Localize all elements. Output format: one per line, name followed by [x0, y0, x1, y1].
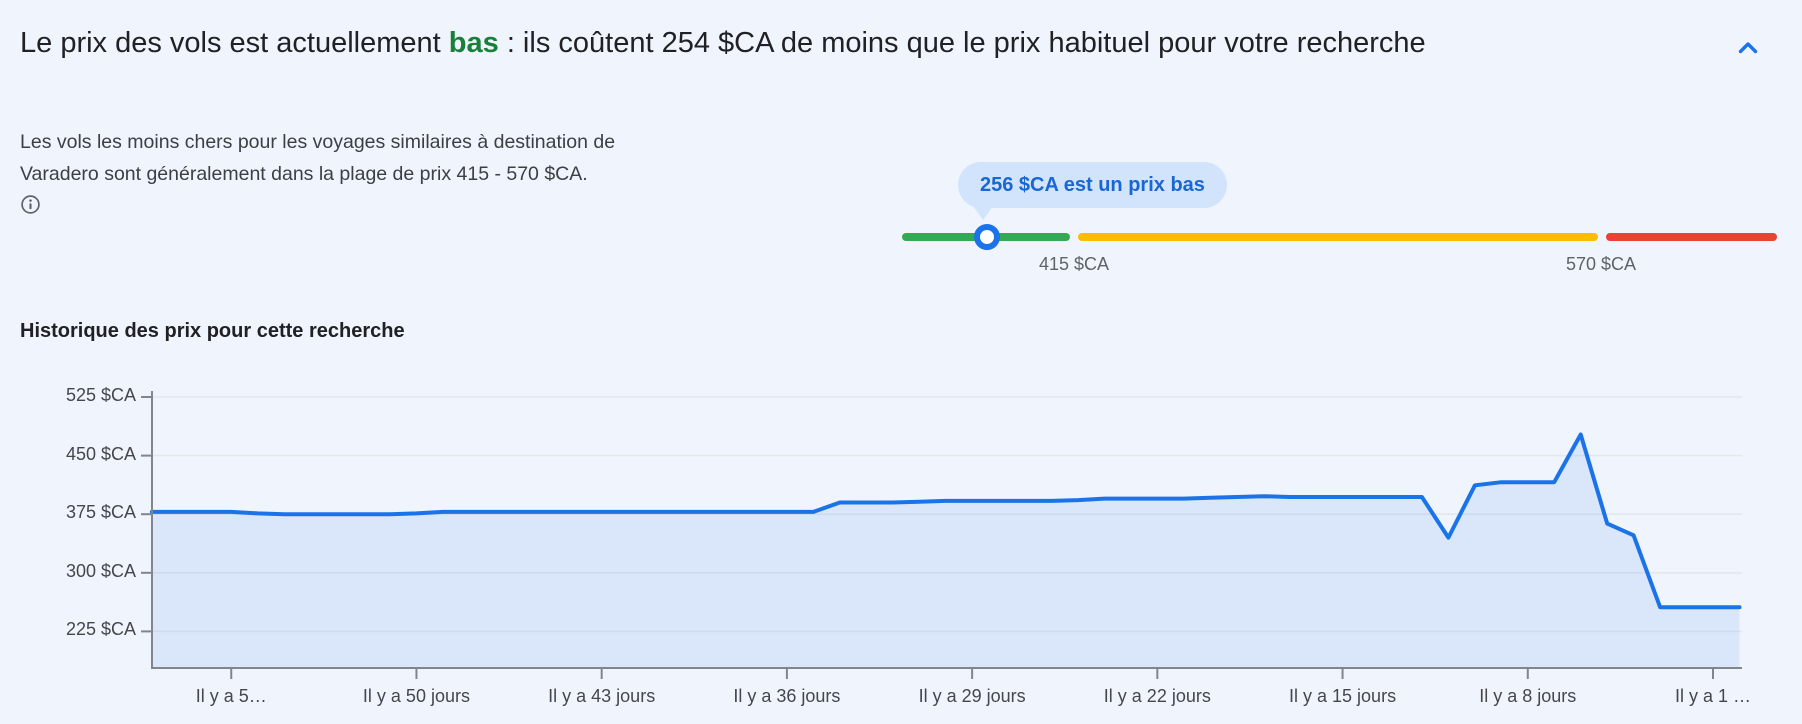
y-axis-tick-label: 525 $CA [65, 385, 136, 405]
x-axis-tick-label: Il y a 36 jours [733, 686, 841, 706]
current-price-tooltip: 256 $CA est un prix bas [958, 162, 1227, 208]
current-price-marker [974, 224, 1000, 250]
range-high-label: 570 $CA [1565, 254, 1637, 274]
y-axis-tick-label: 225 $CA [65, 619, 136, 640]
y-axis-tick-label: 450 $CA [65, 443, 136, 464]
price-history-area-fill [151, 434, 1740, 668]
x-axis-tick-label: Il y a 1 … [1674, 686, 1752, 706]
price-history-title: Historique des prix pour cette recherche [20, 320, 405, 342]
title-price-level: bas [448, 27, 499, 59]
title-suffix: : ils coûtent 254 $CA de moins que le pr… [498, 27, 1426, 59]
x-axis-tick-label: Il y a 29 jours [918, 686, 1026, 706]
slider-segment-typical-price [1078, 233, 1598, 241]
y-axis-tick-label: 375 $CA [65, 502, 136, 523]
x-axis-tick-label: Il y a 22 jours [1103, 686, 1211, 706]
info-icon[interactable] [20, 194, 640, 215]
x-axis-tick-label: Il y a 43 jours [548, 686, 656, 706]
x-axis-tick-label: Il y a 8 jours [1479, 686, 1577, 706]
slider-segment-high-price [1606, 233, 1777, 241]
x-axis-tick-label: Il y a 5… [195, 686, 267, 706]
x-axis-tick-label: Il y a 50 jours [362, 686, 470, 706]
chevron-up-icon [1735, 35, 1761, 61]
description-text: Les vols les moins chers pour les voyage… [20, 131, 616, 185]
range-low-label: 415 $CA [1038, 254, 1110, 274]
price-insight-title: Le prix des vols est actuellement bas : … [20, 24, 1460, 63]
tooltip-tail [973, 206, 993, 220]
y-axis-tick-label: 300 $CA [65, 560, 136, 581]
x-axis-tick-label: Il y a 15 jours [1289, 686, 1397, 706]
collapse-panel-button[interactable] [1730, 30, 1766, 66]
title-prefix: Le prix des vols est actuellement [20, 27, 449, 59]
cheapest-flights-description: Les vols les moins chers pour les voyage… [20, 127, 640, 215]
price-history-line [149, 432, 1742, 610]
